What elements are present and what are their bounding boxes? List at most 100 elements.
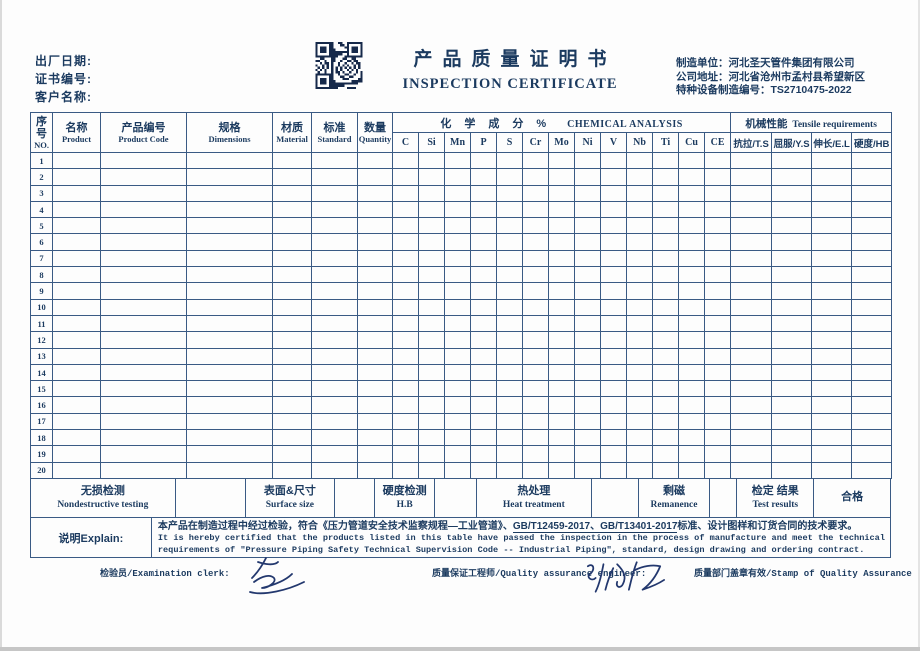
table-cell [418, 298, 445, 316]
table-cell [272, 200, 312, 219]
table-cell [311, 363, 358, 382]
element-col-header: Cr [522, 132, 549, 153]
table-cell [444, 347, 471, 365]
table-cell [470, 380, 497, 398]
element-col-header: Cu [678, 132, 705, 153]
certificate-table: 序号 NO. 名称 Product 产品编号 Product Code 规格 Dimen… [30, 112, 893, 479]
table-cell [418, 233, 445, 251]
table-cell [392, 168, 419, 186]
table-row: 9 [30, 282, 893, 300]
address-line: 公司地址：河北省沧州市孟村县希望新区 [676, 70, 865, 83]
table-cell [730, 396, 773, 414]
table-cell [52, 429, 101, 447]
table-cell [522, 347, 549, 365]
table-cell [444, 429, 471, 447]
row-number-cell: 5 [30, 217, 53, 235]
table-cell [851, 266, 893, 284]
table-cell [311, 184, 358, 202]
table-cell [652, 445, 679, 463]
table-cell [52, 331, 101, 349]
table-cell [444, 184, 471, 202]
table-cell [311, 380, 358, 398]
summary-label-cn: 剩磁 [663, 485, 685, 497]
table-cell [496, 429, 523, 447]
table-cell [678, 184, 705, 202]
table-cell [311, 396, 358, 414]
table-cell [100, 217, 187, 235]
table-cell [186, 396, 273, 414]
table-cell [548, 347, 575, 365]
table-cell [272, 314, 312, 333]
table-cell [522, 184, 549, 202]
table-cell [548, 331, 575, 349]
table-cell [600, 445, 627, 463]
table-cell [703, 151, 732, 170]
table-row: 4 [30, 200, 893, 219]
table-cell [703, 396, 732, 414]
table-cell [548, 217, 575, 235]
table-cell [186, 445, 273, 463]
row-number-cell: 4 [30, 200, 53, 219]
table-cell [574, 429, 601, 447]
table-cell [496, 347, 523, 365]
table-cell [311, 314, 358, 333]
table-cell [600, 217, 627, 235]
table-cell [811, 200, 853, 219]
table-cell [730, 151, 773, 170]
table-cell [851, 380, 893, 398]
table-cell [470, 298, 497, 316]
table-cell [470, 151, 497, 170]
col-header-dimensions: 规格 Dimensions [186, 112, 273, 153]
table-cell [52, 461, 101, 479]
table-cell [496, 298, 523, 316]
table-cell [574, 347, 601, 365]
stamp-label: 质量部门盖章有效/Stamp of Quality Assurance [694, 569, 912, 579]
table-cell [811, 314, 853, 333]
table-cell [444, 380, 471, 398]
table-cell [392, 233, 419, 251]
summary-label-en: Surface size [265, 500, 315, 510]
table-cell [851, 184, 893, 202]
table-cell [600, 249, 627, 268]
table-cell [444, 445, 471, 463]
explain-line-en2: requirements of "Pressure Piping Safety … [157, 544, 865, 555]
table-cell [851, 298, 893, 316]
table-cell [100, 200, 187, 219]
table-cell [730, 282, 773, 300]
table-cell [678, 445, 705, 463]
table-cell [470, 429, 497, 447]
table-row: 17 [30, 412, 893, 431]
result-qualified-cell: 合格 [814, 478, 890, 517]
table-cell [357, 217, 393, 235]
table-cell [811, 363, 853, 382]
table-cell [52, 347, 101, 365]
table-cell [186, 331, 273, 349]
row-number-cell: 13 [30, 347, 53, 365]
table-cell [600, 429, 627, 447]
table-cell [357, 396, 393, 414]
table-row: 2 [30, 168, 893, 186]
table-cell [522, 429, 549, 447]
mech-col-header: 硬度/HB [851, 132, 893, 153]
table-cell [272, 461, 312, 479]
table-cell [357, 412, 393, 431]
table-cell [652, 429, 679, 447]
table-cell [100, 445, 187, 463]
table-cell [311, 217, 358, 235]
table-cell [703, 217, 732, 235]
row-number-cell: 10 [30, 298, 53, 316]
table-cell [652, 347, 679, 365]
table-cell [186, 200, 273, 219]
table-cell [522, 363, 549, 382]
table-cell [771, 396, 813, 414]
table-cell [548, 461, 575, 479]
table-cell [811, 396, 853, 414]
test-results-cell: 检定 结果 Test results [737, 478, 815, 517]
table-cell [100, 168, 187, 186]
table-cell [851, 314, 893, 333]
table-cell [652, 200, 679, 219]
table-row: 8 [30, 266, 893, 284]
table-cell [730, 184, 773, 202]
table-cell [418, 282, 445, 300]
table-cell [678, 396, 705, 414]
